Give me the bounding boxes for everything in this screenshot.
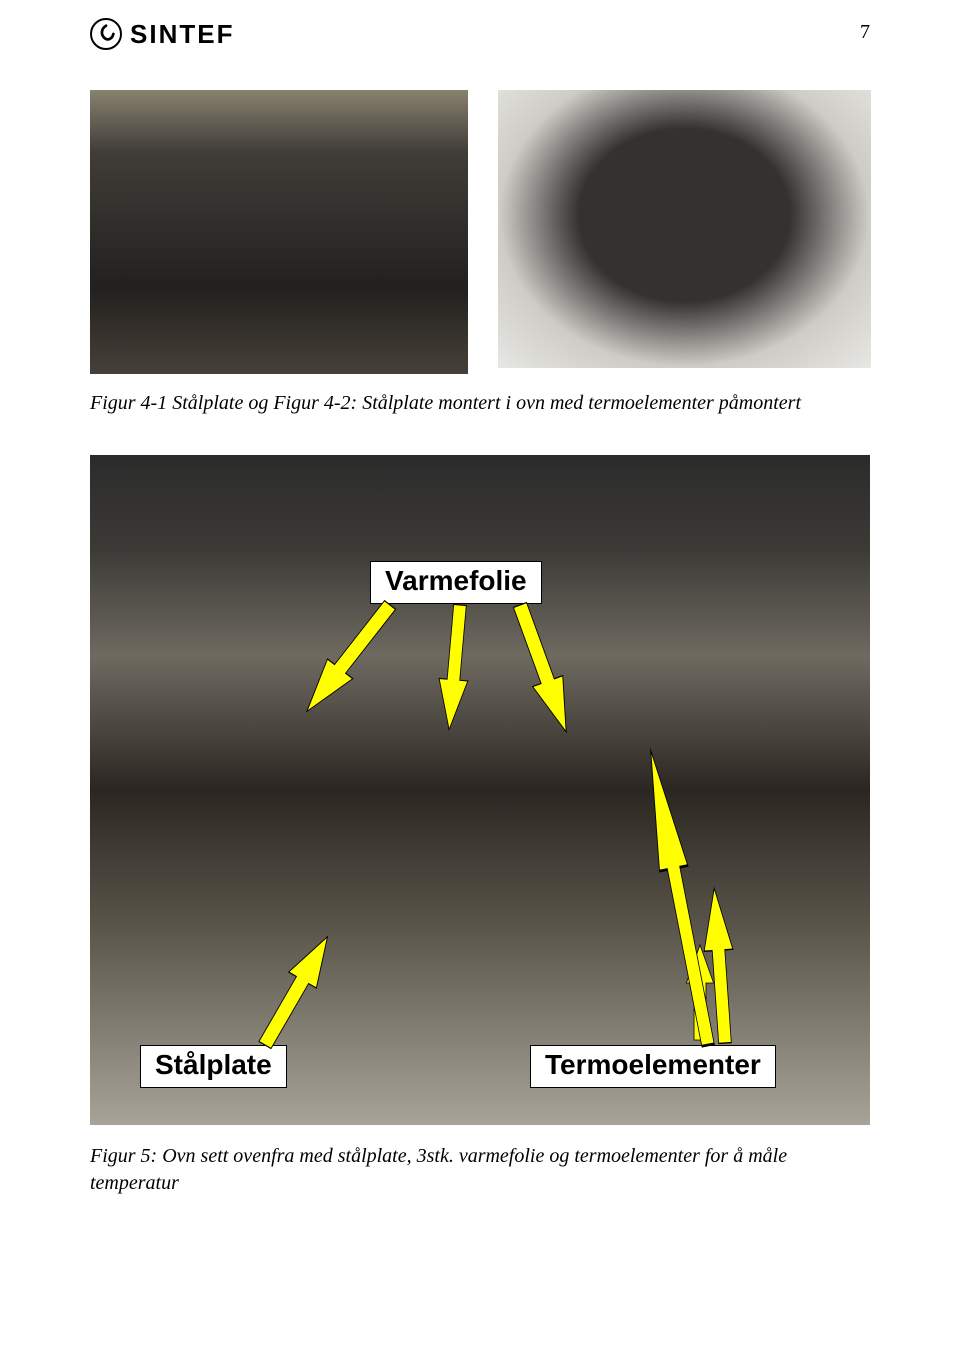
label-termo: Termoelementer [530, 1045, 776, 1088]
label-varmefolie: Varmefolie [370, 561, 542, 604]
label-stalplate: Stålplate [140, 1045, 287, 1088]
top-image-row [90, 90, 870, 374]
figure-5-caption: Figur 5: Ovn sett ovenfra med stålplate,… [90, 1143, 870, 1197]
page-header: SINTEF 7 [90, 18, 870, 50]
figure-4-2-photo [498, 90, 871, 368]
figure-4-1-photo [90, 90, 468, 374]
sintef-mark-icon [90, 18, 122, 50]
brand-logo: SINTEF [90, 18, 234, 50]
figure-4-caption: Figur 4-1 Stålplate og Figur 4-2: Stålpl… [90, 392, 870, 415]
brand-text: SINTEF [130, 19, 234, 50]
figure-5-container: Varmefolie Stålplate Termoelementer [90, 455, 870, 1125]
figure-5-photo [90, 455, 870, 1125]
page-number: 7 [860, 21, 870, 44]
